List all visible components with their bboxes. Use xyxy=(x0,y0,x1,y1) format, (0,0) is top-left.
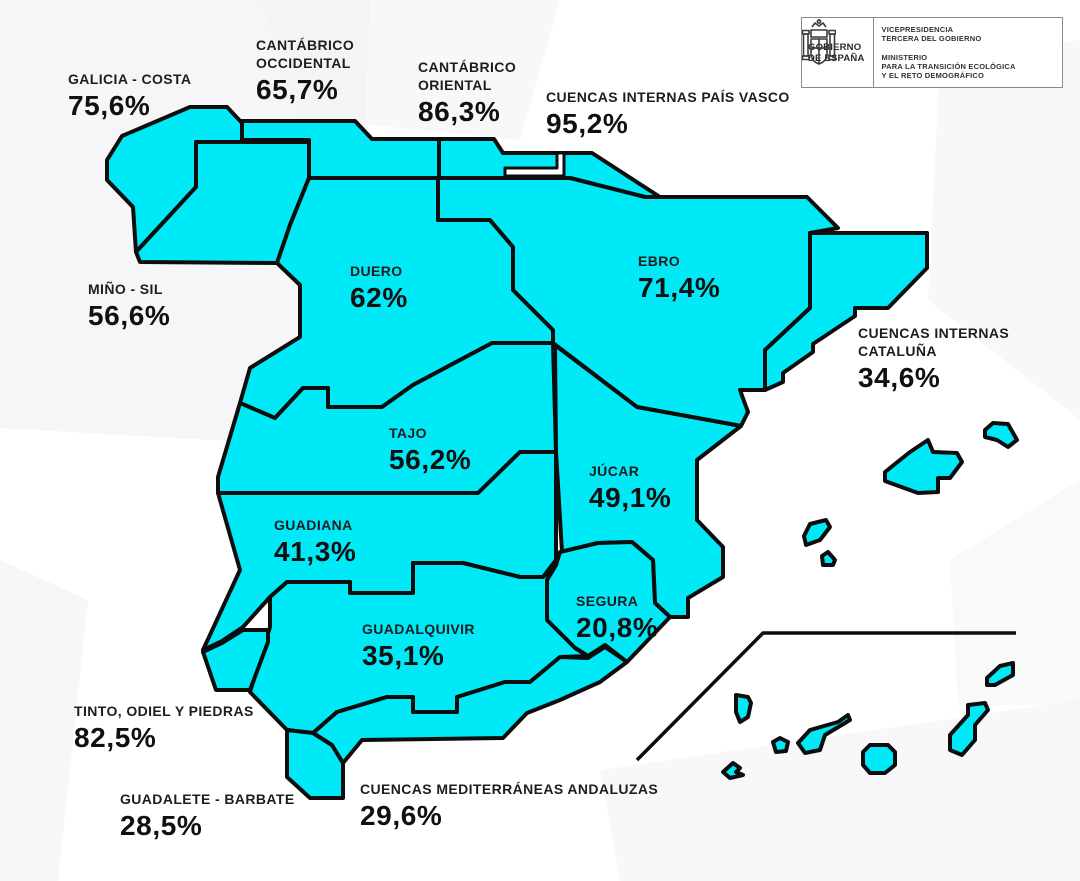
basin-value: 28,5% xyxy=(120,810,203,841)
logo-left-cell: GOBIERNO DE ESPAÑA xyxy=(802,18,873,87)
basin-shape-mino-sil xyxy=(134,140,311,265)
island-tenerife xyxy=(796,713,852,755)
basin-value: 29,6% xyxy=(360,800,443,831)
basin-label-mino-sil: MIÑO - SIL 56,6% xyxy=(88,280,170,332)
basin-name: CUENCAS INTERNAS CATALUÑA xyxy=(858,325,1010,359)
basin-value: 95,2% xyxy=(546,108,629,139)
basin-value: 62% xyxy=(350,282,408,313)
basin-value: 75,6% xyxy=(68,90,151,121)
basin-label-cataluna: CUENCAS INTERNAS CATALUÑA 34,6% xyxy=(858,324,1018,394)
basin-value: 35,1% xyxy=(362,640,445,671)
basin-name: GUADALETE - BARBATE xyxy=(120,791,295,807)
island-menorca xyxy=(983,421,1019,449)
spain-coat-of-arms-icon xyxy=(802,19,836,65)
basin-label-segura: SEGURA 20,8% xyxy=(576,592,658,644)
island-fuerteventura xyxy=(948,701,990,757)
basin-name: CANTÁBRICO ORIENTAL xyxy=(418,59,517,93)
basin-name: MIÑO - SIL xyxy=(88,281,163,297)
basin-shape-cataluna xyxy=(763,231,929,392)
basin-label-ebro: EBRO 71,4% xyxy=(638,252,720,304)
basin-value: 41,3% xyxy=(274,536,357,567)
basin-label-jucar: JÚCAR 49,1% xyxy=(589,462,671,514)
basin-label-tajo: TAJO 56,2% xyxy=(389,424,471,476)
basin-value: 20,8% xyxy=(576,612,659,643)
basin-name: JÚCAR xyxy=(589,463,640,479)
basin-name: TAJO xyxy=(389,425,427,441)
basin-label-cantabrico-oriental: CANTÁBRICO ORIENTAL 86,3% xyxy=(418,58,538,128)
logo-divider xyxy=(872,18,874,87)
basin-value: 65,7% xyxy=(256,74,339,105)
basin-name: DUERO xyxy=(350,263,403,279)
government-logo: GOBIERNO DE ESPAÑA VICEPRESIDENCIA TERCE… xyxy=(801,17,1063,88)
island-gran-canaria xyxy=(861,743,897,775)
basin-label-mediterraneas-andaluzas: CUENCAS MEDITERRÁNEAS ANDALUZAS 29,6% xyxy=(360,780,780,832)
basin-value: 86,3% xyxy=(418,96,501,127)
basin-name: CANTÁBRICO OCCIDENTAL xyxy=(256,37,355,71)
basin-value: 49,1% xyxy=(589,482,672,513)
basin-name: EBRO xyxy=(638,253,681,269)
island-el-hierro xyxy=(721,761,745,780)
basin-label-pais-vasco: CUENCAS INTERNAS PAÍS VASCO 95,2% xyxy=(546,88,866,140)
basin-name: CUENCAS MEDITERRÁNEAS ANDALUZAS xyxy=(360,781,659,797)
basin-name: GUADIANA xyxy=(274,517,353,533)
basin-label-guadalete-barbate: GUADALETE - BARBATE 28,5% xyxy=(120,790,295,842)
basin-name: TINTO, ODIEL Y PIEDRAS xyxy=(74,703,254,719)
basin-value: 34,6% xyxy=(858,362,941,393)
island-la-gomera xyxy=(771,736,790,754)
basin-name: SEGURA xyxy=(576,593,639,609)
basin-label-guadiana: GUADIANA 41,3% xyxy=(274,516,356,568)
basin-shape-tinto-odiel-piedras xyxy=(201,628,270,692)
island-ibiza xyxy=(802,518,832,547)
basin-label-guadalquivir: GUADALQUIVIR 35,1% xyxy=(362,620,475,672)
basin-shape-mediterraneas-andaluzas xyxy=(311,645,629,765)
basin-label-duero: DUERO 62% xyxy=(350,262,408,314)
basin-label-galicia-costa: GALICIA - COSTA 75,6% xyxy=(68,70,191,122)
island-lanzarote xyxy=(985,661,1015,687)
island-formentera xyxy=(820,550,837,567)
basin-value: 82,5% xyxy=(74,722,157,753)
basin-value: 56,6% xyxy=(88,300,171,331)
island-mallorca xyxy=(883,438,964,495)
basin-name: GALICIA - COSTA xyxy=(68,71,192,87)
ministry-text: VICEPRESIDENCIA TERCERA DEL GOBIERNO MIN… xyxy=(881,25,1016,80)
basin-value: 56,2% xyxy=(389,444,472,475)
basin-value: 71,4% xyxy=(638,272,721,303)
basin-name: GUADALQUIVIR xyxy=(362,621,475,637)
basin-label-cantabrico-occidental: CANTÁBRICO OCCIDENTAL 65,7% xyxy=(256,36,384,106)
coast-notch xyxy=(503,151,566,178)
basin-shape-ebro xyxy=(436,176,840,428)
basin-name: CUENCAS INTERNAS PAÍS VASCO xyxy=(546,89,790,105)
island-la-palma xyxy=(734,693,753,724)
basin-label-tinto-odiel-piedras: TINTO, ODIEL Y PIEDRAS 82,5% xyxy=(74,702,254,754)
canary-inset-frame xyxy=(635,631,1016,762)
